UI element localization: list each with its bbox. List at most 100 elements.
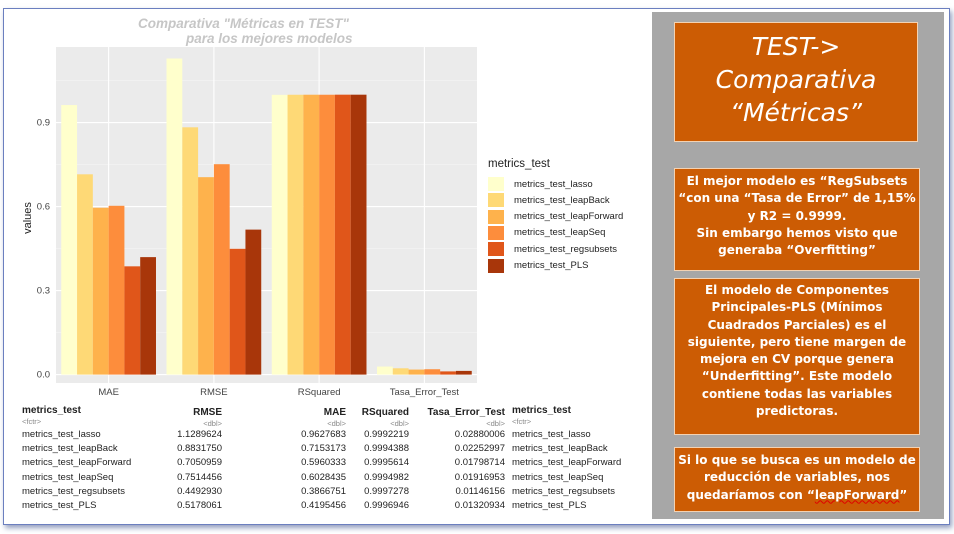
table-header: metrics_test: [22, 405, 81, 416]
table-cell: 0.9995614: [364, 457, 409, 469]
legend-swatch: [488, 193, 504, 208]
table-cell: 0.9997278: [364, 485, 409, 497]
table-cell: 0.9994982: [364, 471, 409, 483]
chart-title: Comparativa "Métricas en TEST": [138, 16, 349, 31]
table-cell: metrics_test_regsubsets: [512, 485, 615, 497]
legend-title: metrics_test: [488, 158, 550, 170]
y-tick-label: 0.6: [37, 202, 50, 213]
legend-swatch: [488, 177, 504, 191]
chart-subtitle: para los mejores modelos: [186, 31, 353, 46]
title-line-2: Comparativa: [715, 65, 877, 94]
x-tick-label: Tasa_Error_Test: [390, 387, 460, 398]
slide-title: TEST-> Comparativa “Métricas”: [674, 22, 918, 142]
table-cell: 0.9627683: [301, 429, 346, 440]
table-cell: 0.01798714: [454, 457, 505, 469]
bar-metrics_test_PLS-RMSE: [245, 229, 262, 375]
bar-metrics_test_leapForward-Tasa_Error_Test: [408, 369, 425, 375]
note1-line-3: y R2 = 0.9999.: [747, 208, 847, 223]
legend-swatch: [488, 242, 504, 257]
table-cell: 0.9994388: [364, 443, 409, 455]
table-column-type: <dbl>: [486, 419, 505, 428]
table-cell: 0.6028435: [301, 471, 346, 483]
table-cell: 0.4492930: [177, 485, 222, 497]
legend-item: metrics_test_leapBack: [488, 192, 610, 208]
bar-metrics_test_leapForward-RMSE: [198, 177, 214, 375]
table-cell: 0.01146156: [455, 485, 506, 497]
legend-item: metrics_test_leapForward: [488, 209, 623, 225]
y-tick-label: 0.9: [37, 118, 50, 129]
table-cell: metrics_test_leapForward: [22, 457, 132, 469]
table-cell: 0.7514456: [177, 471, 222, 483]
variable-reduction-note: Si lo que se busca es un modelo de reduc…: [674, 447, 920, 512]
bar-metrics_test_PLS-RSquared: [350, 94, 367, 375]
note3-line-1: Si lo que se busca es un modelo de: [678, 453, 916, 467]
bar-metrics_test_leapBack-MAE: [77, 174, 93, 375]
table-cell: metrics_test_leapForward: [512, 457, 622, 469]
bar-metrics_test_regsubsets-RSquared: [334, 94, 351, 375]
bar-metrics_test_lasso-RSquared: [271, 94, 288, 375]
note3-line-3: quedaríamos con “leapForward”: [675, 487, 919, 504]
legend-swatch: [488, 225, 504, 240]
bar-metrics_test_leapSeq-RSquared: [319, 94, 335, 375]
table-cell: 0.5178061: [177, 500, 222, 511]
bar-metrics_test_leapSeq-Tasa_Error_Test: [424, 369, 441, 375]
table-cell: metrics_test_leapSeq: [22, 471, 114, 483]
title-line-3: “Métricas”: [730, 98, 862, 127]
x-tick-label: RMSE: [200, 387, 227, 398]
table-cell: metrics_test_leapSeq: [512, 471, 604, 483]
table-column-type: <dbl>: [327, 419, 346, 428]
note2-line-6: “Underfitting”. Este modelo: [701, 369, 893, 384]
table-header: MAE: [323, 407, 346, 418]
bar-metrics_test_regsubsets-RMSE: [229, 248, 246, 375]
title-line-1: TEST->: [751, 32, 841, 61]
legend-item: metrics_test_leapSeq: [488, 225, 605, 241]
bar-metrics_test_leapBack-RMSE: [182, 127, 199, 375]
y-tick-label: 0.3: [37, 286, 50, 297]
table-cell: 0.8831750: [177, 443, 222, 455]
table-cell: 1.1289624: [177, 429, 222, 440]
table-cell: 0.02252997: [454, 443, 505, 455]
legend-label: metrics_test_regsubsets: [514, 243, 617, 255]
table-column-type: <fctr>: [512, 417, 532, 426]
spellcheck-word: leapForward: [814, 487, 900, 502]
best-model-note: El mejor modelo es “RegSubsets “con una …: [674, 168, 920, 271]
table-cell: 0.9996946: [364, 500, 409, 511]
note2-line-2: Principales-PLS (Mínimos: [711, 300, 883, 315]
bar-metrics_test_leapSeq-MAE: [108, 205, 125, 375]
table-cell: 0.7153173: [301, 443, 346, 455]
pls-model-note: El modelo de Componentes Principales-PLS…: [674, 278, 920, 435]
table-cell: metrics_test_lasso: [22, 429, 101, 440]
legend-label: metrics_test_leapSeq: [514, 227, 606, 239]
table-cell: 0.01320934: [454, 500, 505, 511]
legend-label: metrics_test_leapForward: [514, 211, 624, 223]
table-cell: 0.4195456: [301, 500, 346, 511]
note2-line-3: Cuadrados Parciales) es el: [707, 317, 887, 332]
x-tick-label: MAE: [98, 387, 119, 398]
table-cell: 0.9992219: [364, 429, 409, 440]
table-cell: 0.3866751: [301, 485, 346, 497]
table-cell: metrics_test_leapBack: [512, 443, 608, 455]
bar-metrics_test_PLS-Tasa_Error_Test: [455, 370, 472, 375]
bar-metrics_test_lasso-Tasa_Error_Test: [377, 366, 393, 375]
legend-swatch: [488, 209, 504, 224]
bar-metrics_test_leapForward-MAE: [92, 207, 109, 375]
note3-line-2: reducción de variables, nos: [703, 470, 891, 485]
bar-metrics_test_regsubsets-Tasa_Error_Test: [440, 371, 456, 375]
table-cell: 0.02880006: [454, 429, 505, 440]
x-tick-label: RSquared: [298, 387, 341, 398]
legend-item: metrics_test_lasso: [488, 176, 593, 192]
y-axis-label: values: [22, 202, 34, 234]
note2-line-1: El modelo de Componentes: [704, 283, 890, 297]
table-cell: metrics_test_leapBack: [22, 443, 118, 455]
note2-line-7: contiene todas las variables: [701, 386, 893, 401]
table-column-type: <dbl>: [203, 419, 222, 428]
legend-label: metrics_test_PLS: [514, 260, 589, 271]
note1-line-4: Sin embargo hemos visto que: [696, 225, 898, 240]
note2-line-4: siguiente, pero tiene margen de: [687, 334, 907, 349]
table-header: Tasa_Error_Test: [427, 407, 505, 418]
legend-label: metrics_test_leapBack: [514, 194, 610, 206]
table-cell: 0.5960333: [301, 457, 346, 469]
bar-metrics_test_lasso-MAE: [61, 105, 78, 375]
note2-line-8: predictoras.: [755, 404, 839, 419]
